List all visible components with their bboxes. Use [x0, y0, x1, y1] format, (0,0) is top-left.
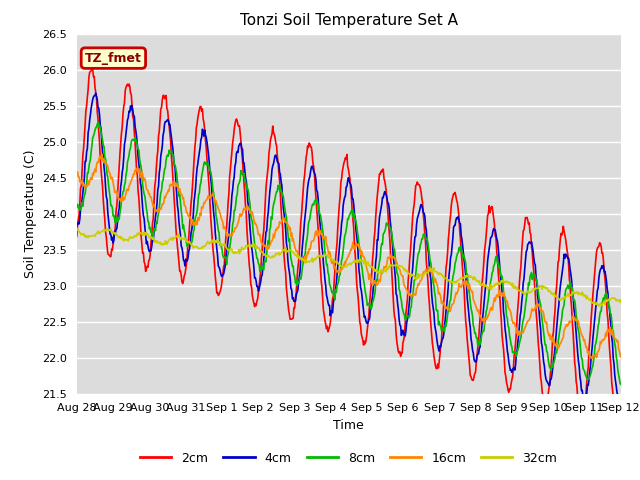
- 32cm: [83, 234, 90, 240]
- 16cm: [98, 151, 106, 157]
- 8cm: [617, 381, 625, 387]
- Line: 4cm: 4cm: [77, 93, 621, 411]
- 4cm: [83, 149, 90, 155]
- 16cm: [195, 217, 202, 223]
- 2cm: [431, 363, 439, 369]
- 8cm: [140, 187, 147, 193]
- 2cm: [614, 427, 622, 433]
- 4cm: [92, 90, 100, 96]
- 16cm: [617, 354, 625, 360]
- 2cm: [73, 233, 81, 239]
- 8cm: [83, 181, 90, 187]
- 4cm: [195, 155, 202, 160]
- 32cm: [194, 245, 202, 251]
- Y-axis label: Soil Temperature (C): Soil Temperature (C): [24, 149, 36, 278]
- 16cm: [83, 183, 90, 189]
- 4cm: [416, 208, 424, 214]
- 2cm: [83, 103, 90, 108]
- 4cm: [431, 326, 439, 332]
- 8cm: [73, 203, 81, 208]
- Title: Tonzi Soil Temperature Set A: Tonzi Soil Temperature Set A: [240, 13, 458, 28]
- 8cm: [416, 247, 424, 253]
- 32cm: [415, 275, 422, 281]
- 16cm: [140, 178, 147, 183]
- Text: TZ_fmet: TZ_fmet: [85, 51, 142, 65]
- 16cm: [431, 276, 439, 282]
- 2cm: [617, 414, 625, 420]
- 4cm: [223, 243, 231, 249]
- 32cm: [595, 303, 603, 309]
- 8cm: [223, 254, 231, 260]
- 32cm: [617, 300, 625, 305]
- 8cm: [195, 192, 202, 198]
- 4cm: [140, 213, 147, 218]
- 2cm: [223, 213, 231, 219]
- Line: 16cm: 16cm: [77, 154, 621, 359]
- 8cm: [94, 120, 102, 125]
- Line: 8cm: 8cm: [77, 122, 621, 384]
- 32cm: [73, 225, 81, 231]
- 16cm: [223, 233, 231, 239]
- 2cm: [195, 110, 202, 116]
- 4cm: [617, 408, 625, 414]
- 32cm: [431, 269, 438, 275]
- 16cm: [588, 356, 596, 361]
- 2cm: [89, 66, 97, 72]
- 8cm: [431, 294, 439, 300]
- 2cm: [140, 250, 147, 255]
- 16cm: [73, 170, 81, 176]
- X-axis label: Time: Time: [333, 419, 364, 432]
- 16cm: [416, 280, 424, 286]
- 32cm: [223, 245, 230, 251]
- Legend: 2cm, 4cm, 8cm, 16cm, 32cm: 2cm, 4cm, 8cm, 16cm, 32cm: [135, 447, 563, 469]
- 2cm: [416, 182, 424, 188]
- 4cm: [73, 221, 81, 227]
- Line: 32cm: 32cm: [77, 228, 621, 306]
- Line: 2cm: 2cm: [77, 69, 621, 430]
- 32cm: [139, 232, 147, 238]
